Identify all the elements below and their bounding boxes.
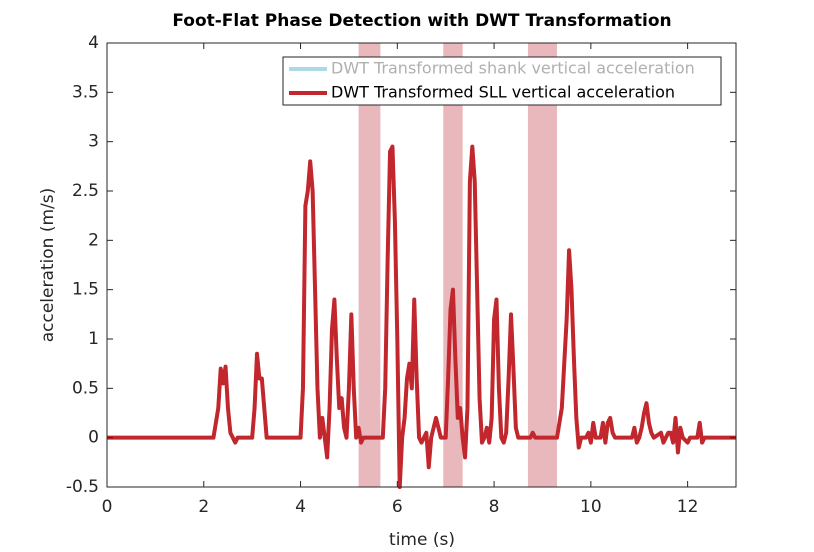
x-tick-label: 4 (295, 497, 306, 517)
y-tick-label: 2.5 (72, 181, 99, 201)
plot-frame (106, 42, 737, 488)
phase-region (527, 43, 557, 487)
legend-label: DWT Transformed shank vertical accelerat… (331, 59, 695, 78)
legend-label: DWT Transformed SLL vertical acceleratio… (331, 83, 675, 102)
y-axis-label: acceleration (m/s) (38, 188, 58, 343)
data-line (107, 144, 736, 489)
y-tick-label: 0 (88, 428, 99, 448)
y-tick-label: 0.5 (72, 378, 99, 398)
x-tick-label: 12 (677, 497, 699, 517)
y-tick-label: 1.5 (72, 280, 99, 300)
legend-box (282, 56, 722, 106)
legend: DWT Transformed shank vertical accelerat… (282, 56, 722, 106)
x-tick-label: 10 (580, 497, 602, 517)
y-tick-label: -0.5 (66, 477, 99, 497)
y-tick-label: 4 (88, 33, 99, 53)
x-axis-label: time (s) (389, 530, 455, 550)
x-tick-label: 2 (198, 497, 209, 517)
y-tick-label: 3 (88, 132, 99, 152)
x-tick-label: 6 (392, 497, 403, 517)
y-tick-label: 1 (88, 329, 99, 349)
chart-title: Foot-Flat Phase Detection with DWT Trans… (172, 11, 671, 31)
y-tick-label: 2 (88, 230, 99, 250)
phase-region (358, 43, 381, 487)
x-tick-label: 8 (489, 497, 500, 517)
x-tick-label: 0 (102, 497, 113, 517)
y-tick-label: 3.5 (72, 82, 99, 102)
